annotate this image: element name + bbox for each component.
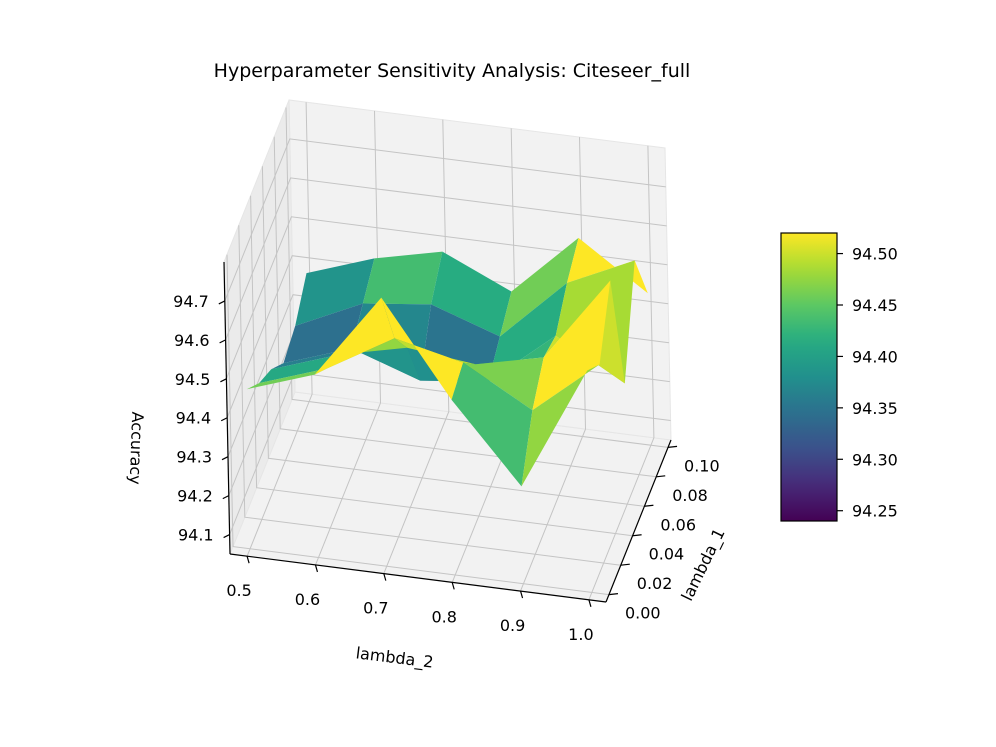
z-axis-line — [223, 261, 231, 555]
surface-face — [567, 237, 648, 294]
surface-face — [314, 297, 395, 375]
z-tick-mark — [222, 495, 230, 500]
grid-line-z — [225, 216, 668, 379]
x-tick-label: 0.08 — [672, 486, 708, 505]
y-tick-label: 1.0 — [568, 625, 593, 644]
y-tick-label: 0.7 — [363, 599, 388, 618]
x-tick-mark — [656, 475, 666, 478]
surface-face — [488, 282, 567, 382]
surface-face — [451, 362, 533, 487]
grid-line-x — [261, 166, 645, 507]
y-tick-label: 0.8 — [431, 607, 456, 626]
x-tick-label: 0.06 — [660, 515, 696, 534]
z-tick-label: 94.2 — [177, 487, 213, 506]
x-tick-mark — [644, 504, 654, 507]
surface-face — [431, 251, 512, 337]
z-tick-label: 94.7 — [173, 292, 209, 311]
surface-face — [532, 280, 611, 411]
surface-face — [246, 368, 327, 390]
y-tick-mark — [246, 556, 250, 564]
x-tick-label: 0.00 — [625, 604, 661, 623]
z-tick-label: 94.3 — [176, 448, 212, 467]
y-tick-label: 0.6 — [295, 590, 320, 609]
x-tick-label: 0.10 — [684, 456, 720, 475]
colorbar-gradient — [780, 232, 838, 522]
z-tick-label: 94.5 — [175, 370, 211, 389]
colorbar-tick-label: 94.45 — [852, 296, 898, 315]
z-tick-mark — [219, 339, 226, 344]
x-tick-mark — [632, 534, 642, 537]
grid-line-x — [250, 195, 633, 537]
colorbar-tick-label: 94.35 — [852, 399, 898, 418]
grid-line-y — [520, 137, 587, 592]
z-tick-mark — [218, 300, 226, 305]
grid-line-x — [226, 254, 610, 596]
colorbar: 94.25 94.30 94.35 94.40 94.45 94.50 — [780, 232, 898, 522]
x-tick-mark — [620, 563, 630, 566]
y-axis-label: lambda_2 — [355, 643, 435, 672]
x-tick-label: 0.04 — [649, 545, 685, 564]
z-tick-label: 94.4 — [176, 409, 212, 428]
surface-face — [259, 354, 340, 384]
y-tick-mark — [519, 590, 524, 599]
z-tick-mark — [220, 378, 227, 383]
axes: 0.00 0.02 0.04 0.06 0.08 0.10 0.5 0.6 0.7 0.8 0.9 1… — [173, 261, 720, 644]
colorbar-tick-label: 94.30 — [852, 450, 898, 469]
z-tick-mark — [220, 417, 228, 422]
z-axis-label: Accuracy — [126, 411, 148, 485]
grid-line-y — [588, 145, 655, 600]
grid-line-x — [238, 225, 621, 566]
surface-plot — [246, 237, 648, 487]
z-tick-label: 94.1 — [178, 526, 214, 545]
surface-face — [521, 364, 600, 487]
surface-face — [326, 338, 408, 369]
y-axis-line — [229, 553, 607, 603]
z-tick-label: 94.6 — [174, 331, 210, 350]
surface-face — [499, 237, 579, 337]
x-axis-line — [605, 439, 672, 603]
x-axis-label: lambda_1 — [677, 525, 729, 604]
x-tick-mark — [667, 445, 678, 448]
grid-line-z — [224, 138, 666, 302]
surface-face — [381, 297, 464, 400]
z-tick-mark — [221, 456, 229, 461]
grid-line-z — [225, 177, 667, 341]
y-tick-mark — [588, 599, 592, 607]
z-tick-mark — [223, 533, 230, 539]
colorbar-tick-label: 94.50 — [852, 245, 898, 264]
grid-line-y — [246, 102, 313, 557]
y-tick-mark — [383, 573, 387, 581]
surface-face — [271, 348, 352, 370]
grid-line-y — [315, 110, 382, 566]
y-tick-label: 0.5 — [226, 581, 251, 600]
surface-face — [295, 258, 375, 326]
x-tick-label: 0.02 — [637, 574, 673, 593]
x-tick-mark — [608, 593, 619, 596]
surface-face — [339, 347, 421, 381]
surface-face — [362, 251, 443, 305]
colorbar-tick-label: 94.25 — [852, 502, 898, 521]
grid-line-y — [383, 119, 450, 574]
y-tick-label: 0.9 — [500, 616, 525, 635]
y-tick-mark — [314, 564, 319, 573]
chart-title: Hyperparameter Sensitivity Analysis: Cit… — [214, 60, 691, 82]
y-tick-mark — [451, 582, 455, 590]
colorbar-tick-label: 94.40 — [852, 347, 898, 366]
surface-face — [463, 357, 544, 411]
